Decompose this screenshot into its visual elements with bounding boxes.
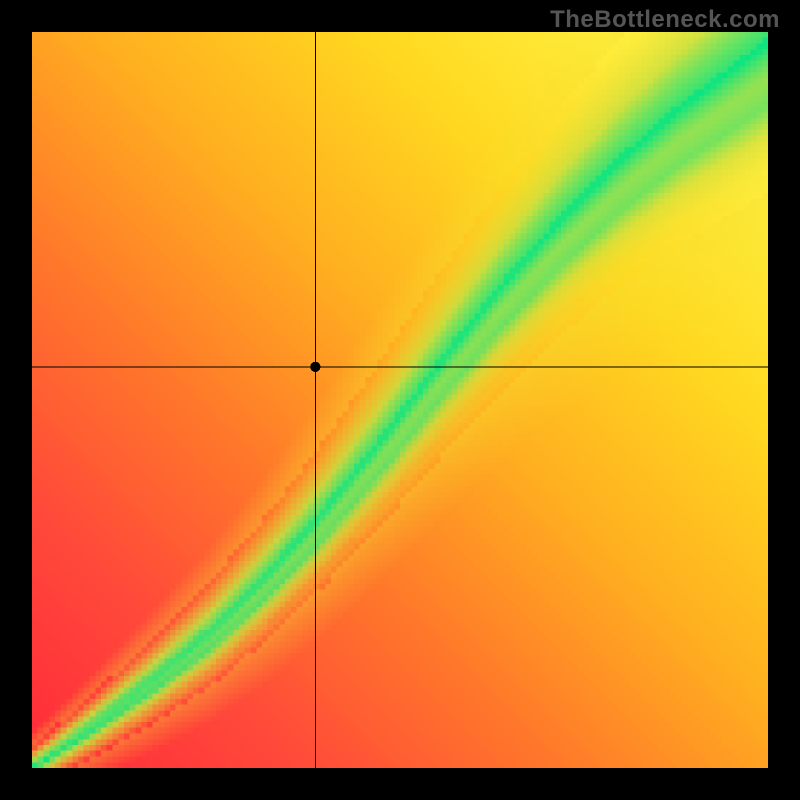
heatmap-cells [32,32,768,768]
bottleneck-heatmap [32,32,768,768]
marker-point [310,362,320,372]
watermark-text: TheBottleneck.com [550,6,780,34]
chart-frame: TheBottleneck.com [0,0,800,800]
